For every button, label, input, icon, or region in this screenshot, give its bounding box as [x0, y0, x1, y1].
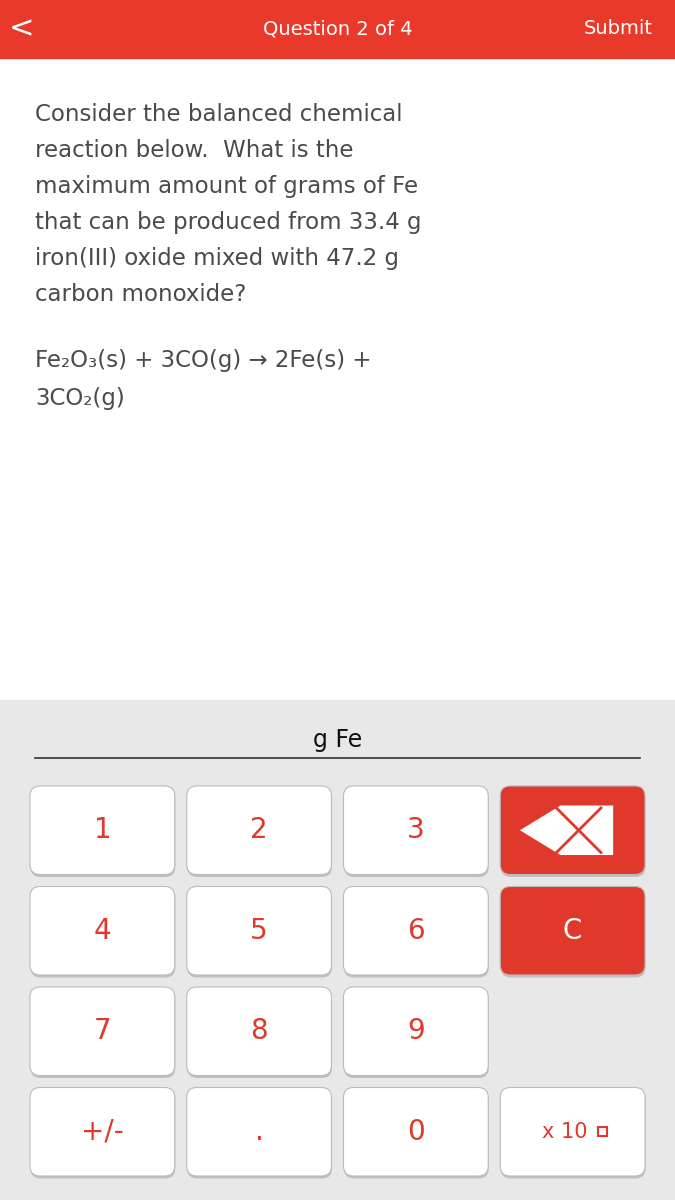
Text: g Fe: g Fe [313, 728, 362, 752]
Text: carbon monoxide?: carbon monoxide? [35, 283, 246, 306]
FancyBboxPatch shape [187, 788, 332, 877]
Text: that can be produced from 33.4 g: that can be produced from 33.4 g [35, 211, 421, 234]
Text: 3: 3 [407, 816, 425, 845]
FancyBboxPatch shape [500, 1087, 645, 1176]
FancyBboxPatch shape [344, 788, 489, 877]
FancyBboxPatch shape [187, 887, 331, 974]
FancyBboxPatch shape [187, 1087, 331, 1176]
Text: Question 2 of 4: Question 2 of 4 [263, 19, 412, 38]
Text: 1: 1 [94, 816, 111, 845]
FancyBboxPatch shape [187, 990, 332, 1078]
FancyBboxPatch shape [187, 889, 332, 978]
FancyBboxPatch shape [501, 788, 645, 877]
Text: 3CO₂(g): 3CO₂(g) [35, 386, 125, 410]
FancyBboxPatch shape [187, 1090, 332, 1178]
FancyBboxPatch shape [187, 986, 331, 1075]
Bar [0, 700, 675, 1200]
Text: reaction below.  What is the: reaction below. What is the [35, 139, 354, 162]
FancyBboxPatch shape [30, 887, 175, 974]
FancyBboxPatch shape [500, 786, 645, 875]
Text: 2: 2 [250, 816, 268, 845]
FancyBboxPatch shape [344, 1090, 489, 1178]
FancyBboxPatch shape [30, 1087, 175, 1176]
Text: Consider the balanced chemical: Consider the balanced chemical [35, 103, 402, 126]
Text: 9: 9 [407, 1018, 425, 1045]
FancyBboxPatch shape [30, 788, 176, 877]
Polygon shape [520, 805, 613, 856]
Bar [0, 0, 675, 58]
Text: +/-: +/- [81, 1117, 124, 1146]
FancyBboxPatch shape [344, 786, 488, 875]
FancyBboxPatch shape [344, 889, 489, 978]
Text: 6: 6 [407, 917, 425, 944]
Text: 5: 5 [250, 917, 268, 944]
Text: x 10: x 10 [542, 1122, 587, 1141]
Text: 8: 8 [250, 1018, 268, 1045]
FancyBboxPatch shape [344, 990, 489, 1078]
Text: <: < [9, 14, 34, 43]
Text: 7: 7 [94, 1018, 111, 1045]
Text: .: . [254, 1117, 263, 1146]
FancyBboxPatch shape [30, 986, 175, 1075]
Text: Fe₂O₃(s) + 3CO(g) → 2Fe(s) +: Fe₂O₃(s) + 3CO(g) → 2Fe(s) + [35, 349, 371, 372]
Text: 0: 0 [407, 1117, 425, 1146]
FancyBboxPatch shape [501, 889, 645, 978]
Text: 4: 4 [94, 917, 111, 944]
FancyBboxPatch shape [501, 1090, 645, 1178]
Bar [597, 1127, 607, 1136]
Text: iron(III) oxide mixed with 47.2 g: iron(III) oxide mixed with 47.2 g [35, 247, 399, 270]
FancyBboxPatch shape [344, 986, 488, 1075]
Bar [0, 58, 675, 700]
FancyBboxPatch shape [500, 887, 645, 974]
FancyBboxPatch shape [344, 887, 488, 974]
FancyBboxPatch shape [30, 1090, 176, 1178]
Text: Submit: Submit [584, 19, 653, 38]
FancyBboxPatch shape [30, 889, 176, 978]
FancyBboxPatch shape [187, 786, 331, 875]
FancyBboxPatch shape [30, 990, 176, 1078]
FancyBboxPatch shape [30, 786, 175, 875]
Text: maximum amount of grams of Fe: maximum amount of grams of Fe [35, 175, 418, 198]
FancyBboxPatch shape [344, 1087, 488, 1176]
Text: C: C [563, 917, 583, 944]
